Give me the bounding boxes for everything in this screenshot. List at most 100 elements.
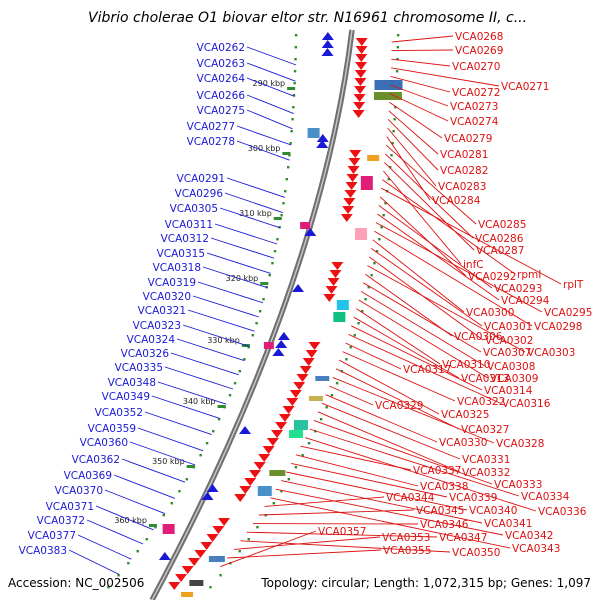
gene-label[interactable]: VCA0264 [197,73,246,85]
gene-label[interactable]: VCA0292 [468,271,516,283]
gene-label[interactable]: VCA0360 [80,437,128,449]
gene-label[interactable]: VCA0278 [187,136,235,148]
gene-label[interactable]: VCA0286 [475,233,524,245]
gene-label[interactable]: VCA0343 [512,543,560,555]
gene-label[interactable]: VCA0317 [403,364,451,376]
gene-label[interactable]: VCA0334 [521,491,570,503]
gene-label[interactable]: VCA0338 [420,481,468,493]
kbp-tick-label: 340 kbp [183,397,216,406]
gene-label[interactable]: VCA0274 [450,116,499,128]
gene-label[interactable]: VCA0282 [440,165,488,177]
gene-label[interactable]: VCA0309 [490,373,538,385]
gene-label[interactable]: VCA0266 [197,90,246,102]
gene-label[interactable]: VCA0296 [175,188,224,200]
gene-label[interactable]: VCA0347 [439,532,487,544]
gene-label[interactable]: VCA0321 [138,305,186,317]
gene-label[interactable]: VCA0293 [494,283,542,295]
gene-label[interactable]: VCA0262 [197,42,245,54]
gene-label[interactable]: VCA0352 [95,407,143,419]
gene-label[interactable]: VCA0285 [478,219,526,231]
gene-label[interactable]: VCA0319 [148,277,196,289]
gene-label[interactable]: VCA0340 [469,505,517,517]
gene-label[interactable]: VCA0372 [37,515,85,527]
gene-label[interactable]: VCA0270 [452,61,500,73]
gene-label[interactable]: VCA0369 [64,470,112,482]
gene-label[interactable]: VCA0279 [444,133,492,145]
gene-label[interactable]: VCA0346 [420,519,469,531]
gene-label[interactable]: VCA0320 [143,291,191,303]
gene-label[interactable]: VCA0310 [442,359,490,371]
gene-label[interactable]: VCA0348 [108,377,156,389]
gene-label[interactable]: VCA0370 [55,485,103,497]
gene-label[interactable]: VCA0323 [133,320,181,332]
gene-label[interactable]: VCA0273 [450,101,498,113]
gene-label[interactable]: VCA0281 [440,149,488,161]
gene-label[interactable]: VCA0301 [484,321,532,333]
gene-label[interactable]: VCA0283 [438,181,486,193]
gene-label[interactable]: VCA0355 [383,545,431,557]
gene-label[interactable]: VCA0383 [19,545,67,557]
gene-label[interactable]: VCA0294 [501,295,550,307]
gene-label[interactable]: VCA0327 [461,424,509,436]
gene-label[interactable]: VCA0371 [46,501,94,513]
gene-label[interactable]: VCA0335 [115,362,163,374]
gene-label[interactable]: VCA0263 [197,58,245,70]
gene-label[interactable]: VCA0308 [487,361,535,373]
gene-label[interactable]: VCA0350 [452,547,500,559]
gene-label[interactable]: VCA0357 [318,526,366,538]
gene-label[interactable]: VCA0344 [386,492,435,504]
gene-label[interactable]: VCA0298 [534,321,582,333]
gene-label[interactable]: VCA0330 [439,437,487,449]
gene-label[interactable]: VCA0303 [527,347,575,359]
gene-label[interactable]: VCA0271 [501,81,549,93]
gene-label[interactable]: VCA0337 [413,465,461,477]
map-title: Vibrio cholerae O1 biovar eltor str. N16… [88,10,527,26]
leader-line [345,342,402,370]
gene-label[interactable]: VCA0305 [170,203,218,215]
gene-label[interactable]: VCA0329 [375,400,423,412]
gene-label[interactable]: VCA0359 [88,423,136,435]
gene-label[interactable]: VCA0341 [484,518,532,530]
gene-label[interactable]: rplT [563,279,584,291]
gene-label[interactable]: VCA0315 [157,248,205,260]
gene-label[interactable]: VCA0328 [496,438,544,450]
gene-label[interactable]: VCA0377 [28,530,76,542]
gene-label[interactable]: VCA0316 [502,398,551,410]
gene-label[interactable]: VCA0287 [476,245,524,257]
gene-label[interactable]: VCA0339 [449,492,497,504]
gene-label[interactable]: VCA0332 [462,467,510,479]
gene-label[interactable]: VCA0326 [121,348,170,360]
gene-label[interactable]: VCA0269 [455,45,503,57]
gene-label[interactable]: VCA0302 [485,335,533,347]
gene-label[interactable]: VCA0295 [544,307,592,319]
gene-label[interactable]: VCA0353 [382,532,430,544]
reverse-gene-arrow [354,78,367,86]
gene-label[interactable]: VCA0272 [452,87,500,99]
gene-label[interactable]: VCA0331 [462,454,510,466]
gene-label[interactable]: VCA0311 [165,219,213,231]
gene-label[interactable]: VCA0322 [457,396,505,408]
tick-dot [394,106,397,109]
gene-label[interactable]: VCA0336 [538,506,587,518]
gene-label[interactable]: VCA0284 [432,195,481,207]
gene-label[interactable]: VCA0313 [461,373,509,385]
gene-label[interactable]: VCA0324 [127,334,176,346]
gene-label[interactable]: VCA0291 [177,173,225,185]
gene-label[interactable]: VCA0318 [153,262,201,274]
gene-label[interactable]: rpmI [517,269,541,281]
gene-label[interactable]: VCA0306 [454,331,503,343]
gene-label[interactable]: VCA0342 [505,530,553,542]
gene-label[interactable]: VCA0312 [161,233,209,245]
gene-label[interactable]: VCA0349 [102,391,150,403]
gene-label[interactable]: VCA0300 [466,307,514,319]
gene-label[interactable]: VCA0362 [72,454,120,466]
gene-label[interactable]: VCA0345 [416,505,464,517]
gene-label[interactable]: VCA0307 [483,347,531,359]
gene-label[interactable]: VCA0314 [484,385,533,397]
gene-label[interactable]: VCA0325 [441,409,489,421]
gene-label[interactable]: infC [463,259,484,271]
gene-label[interactable]: VCA0268 [455,31,503,43]
gene-label[interactable]: VCA0275 [197,105,245,117]
gene-label[interactable]: VCA0333 [494,479,542,491]
gene-label[interactable]: VCA0277 [187,121,235,133]
